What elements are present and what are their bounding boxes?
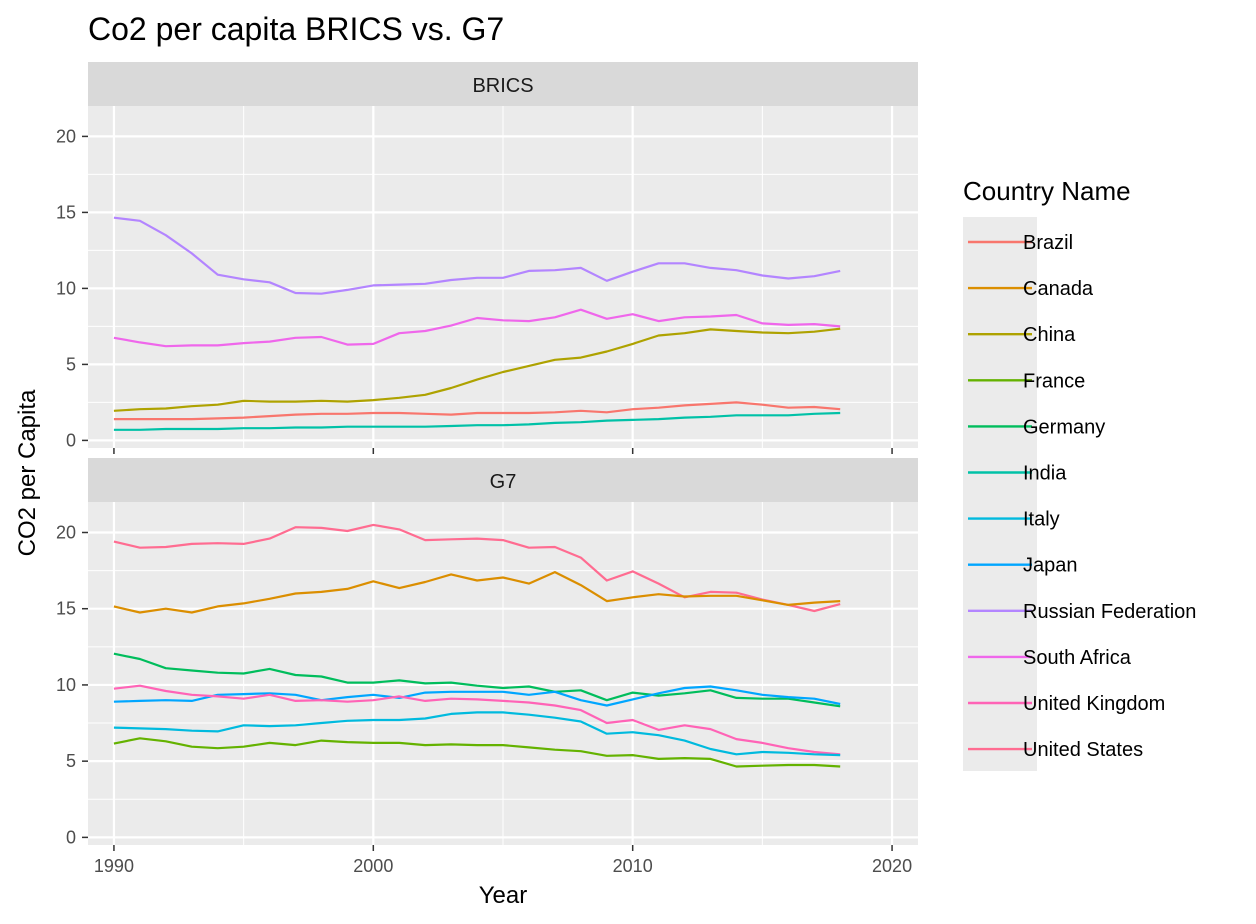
- series-line-brazil: [113, 401, 841, 421]
- legend-item: Brazil: [968, 232, 1073, 254]
- y-tick-label: 5: [66, 354, 76, 374]
- x-tick-label: 2020: [872, 856, 912, 876]
- legend-label: Brazil: [1023, 232, 1073, 254]
- y-tick-label: 20: [56, 522, 76, 542]
- legend-label: United States: [1023, 739, 1143, 761]
- legend-item: Russian Federation: [968, 601, 1196, 623]
- legend-label: United Kingdom: [1023, 693, 1165, 715]
- legend: Country Name Brazil Canada China France Germ…: [963, 176, 1196, 771]
- legend-label: France: [1023, 370, 1085, 392]
- series-line-united-kingdom: [113, 684, 841, 756]
- legend-items: Brazil Canada China France Germany India Italy…: [968, 232, 1196, 761]
- legend-item: Canada: [968, 278, 1094, 300]
- x-tick-label: 2010: [613, 856, 653, 876]
- chart-title: Co2 per capita BRICS vs. G7: [88, 11, 504, 47]
- legend-item: France: [968, 370, 1085, 392]
- series-line-russian-federation: [113, 216, 841, 295]
- facet-strip: [88, 458, 918, 502]
- y-tick-label: 20: [56, 126, 76, 146]
- facet-strip-label: BRICS: [472, 75, 533, 97]
- legend-item: Germany: [968, 416, 1105, 438]
- facet-panel-g7: G7 0 5 10 15 20 1990 2000 2010 2020: [56, 458, 918, 876]
- y-tick-label: 15: [56, 599, 76, 619]
- legend-title: Country Name: [963, 176, 1131, 206]
- x-tick-label: 2000: [353, 856, 393, 876]
- legend-item: Japan: [968, 555, 1078, 577]
- y-tick-label: 10: [56, 278, 76, 298]
- legend-label: Canada: [1023, 278, 1094, 300]
- y-tick-label: 10: [56, 675, 76, 695]
- facet-panel-brics: BRICS 0 5 10 15 20: [56, 62, 918, 454]
- legend-label: Russian Federation: [1023, 601, 1196, 623]
- x-tick-label: 1990: [94, 856, 134, 876]
- legend-label: Japan: [1023, 555, 1078, 577]
- legend-label: Italy: [1023, 509, 1060, 531]
- y-tick-label: 0: [66, 430, 76, 450]
- facet-strip: [88, 62, 918, 106]
- legend-label: South Africa: [1023, 647, 1132, 669]
- series-line-united-states: [113, 523, 841, 613]
- series-line-italy: [113, 711, 841, 757]
- legend-key-background: [963, 217, 1037, 771]
- legend-label: Germany: [1023, 416, 1105, 438]
- legend-label: China: [1023, 324, 1076, 346]
- y-tick-label: 5: [66, 751, 76, 771]
- series-line-india: [113, 411, 841, 431]
- series-line-china: [113, 327, 841, 412]
- series-line-canada: [113, 570, 841, 614]
- series-line-germany: [113, 652, 841, 708]
- series-line-japan: [113, 685, 841, 707]
- y-tick-label: 15: [56, 202, 76, 222]
- y-axis-title: CO2 per Capita: [14, 389, 41, 556]
- y-tick-label: 0: [66, 827, 76, 847]
- legend-item: United States: [968, 739, 1143, 761]
- series-line-south-africa: [113, 308, 841, 348]
- legend-item: India: [968, 463, 1067, 485]
- facet-strip-label: G7: [490, 471, 517, 493]
- legend-item: United Kingdom: [968, 693, 1165, 715]
- legend-item: China: [968, 324, 1076, 346]
- legend-label: India: [1023, 463, 1067, 485]
- legend-item: Italy: [968, 509, 1060, 531]
- series-line-france: [113, 737, 841, 768]
- legend-item: South Africa: [968, 647, 1132, 669]
- x-axis-title: Year: [479, 882, 528, 909]
- facet-panels: BRICS 0 5 10 15 20 G7 0 5 10 15 20 1990 2000 2010 2020: [56, 62, 918, 876]
